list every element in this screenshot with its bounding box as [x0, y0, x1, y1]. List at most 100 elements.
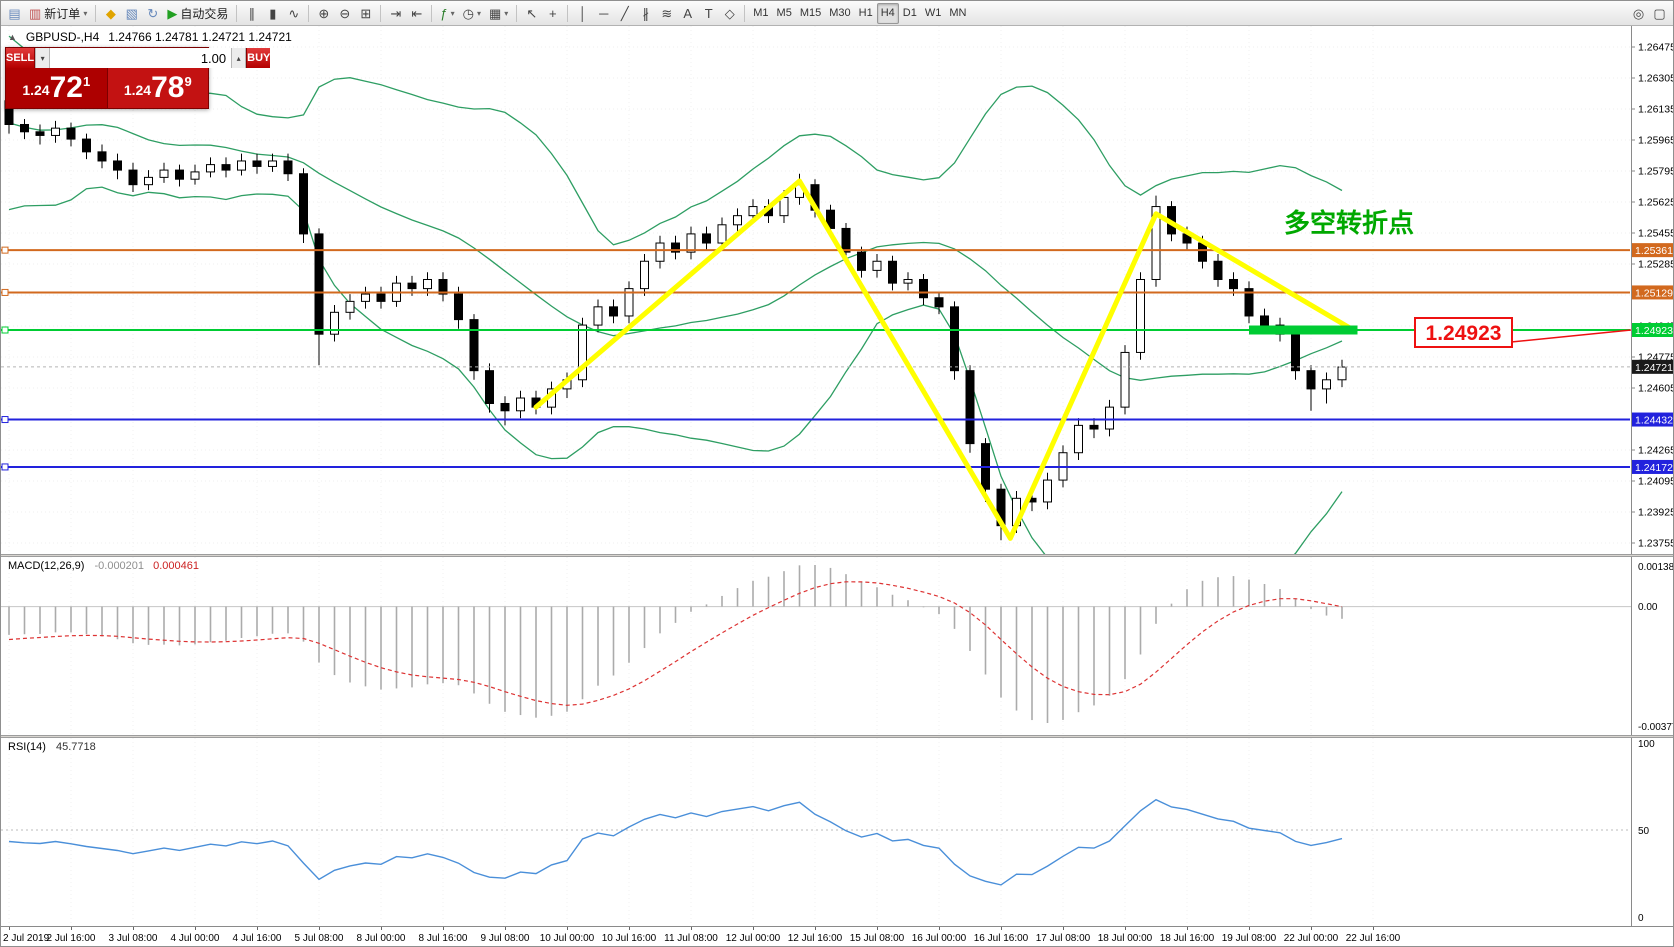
yellow-zigzag-trendline[interactable]: [533, 178, 1357, 541]
panel-separator[interactable]: [1, 735, 1673, 738]
svg-text:1.23925: 1.23925: [1638, 507, 1674, 519]
tile-windows-button[interactable]: ⊞: [355, 3, 376, 24]
time-axis-label: 3 Jul 08:00: [108, 933, 158, 944]
templates-button[interactable]: ▦ ▾: [485, 3, 512, 24]
macd-scale[interactable]: 0.001381 0.00 -0.003771: [1631, 557, 1674, 735]
rsi-scale[interactable]: 100 50 0: [1631, 738, 1674, 926]
sell-button[interactable]: SELL: [6, 48, 35, 68]
fibonacci-button[interactable]: ≋: [656, 3, 677, 24]
zoom-in-button[interactable]: ⊕: [313, 3, 334, 24]
templates-icon: ▦: [488, 5, 502, 21]
panel-separator[interactable]: [1, 554, 1673, 557]
tf-w1-button[interactable]: W1: [921, 3, 946, 24]
tf-m30-button[interactable]: M30: [825, 3, 854, 24]
horizontal-level-lines[interactable]: [1, 246, 1630, 471]
line-chart-type-button[interactable]: ∿: [283, 3, 304, 24]
svg-text:1.25965: 1.25965: [1638, 135, 1674, 147]
time-tick: [1125, 927, 1126, 930]
toolbar-separator: [567, 4, 569, 22]
bar-chart-type-button[interactable]: ∥: [241, 3, 262, 24]
toolbar-separator: [744, 4, 746, 22]
chevron-down-icon: ▾: [504, 8, 509, 18]
trendline-button[interactable]: ╱: [614, 3, 635, 24]
volume-input[interactable]: [50, 48, 232, 68]
new-order-button-label: 新订单: [44, 6, 81, 21]
charts-grid-icon: ▧: [125, 5, 138, 21]
search-button[interactable]: ◎: [1628, 3, 1649, 24]
main-chart[interactable]: 多空转折点 1.24923 1.26475 1.26305 1.26135 1.25965…: [1, 26, 1674, 554]
fullscreen-button[interactable]: ▢: [1649, 3, 1670, 24]
volume-decrease-button[interactable]: ▾: [35, 48, 51, 68]
chart-shift-button[interactable]: ⇤: [406, 3, 427, 24]
tf-mn-button[interactable]: MN: [945, 3, 970, 24]
text-button[interactable]: A: [677, 3, 698, 24]
auto-scroll-button[interactable]: ⇥: [385, 3, 406, 24]
autotrading-button-label: 自动交易: [180, 6, 229, 21]
new-order-button[interactable]: ▥ 新订单 ▾: [25, 3, 91, 24]
time-axis-label: 8 Jul 00:00: [356, 933, 406, 944]
new-chart-button[interactable]: ▤: [4, 3, 25, 24]
time-axis-label: 10 Jul 00:00: [539, 933, 595, 944]
chevron-down-icon: ▾: [83, 8, 88, 18]
profile-button[interactable]: ◆: [100, 3, 121, 24]
macd-main-value: -0.000201: [94, 560, 145, 572]
time-axis[interactable]: 2 Jul 2019 2 Jul 16:00 3 Jul 08:00 4 Jul 00…: [1, 926, 1673, 946]
time-tick: [1001, 927, 1002, 930]
tf-h4-button[interactable]: H4: [876, 2, 899, 24]
buy-price-button[interactable]: 1.24 78 9: [106, 68, 208, 108]
price-marker-1.24432: 1.24432: [1632, 412, 1673, 427]
buy-button[interactable]: BUY: [247, 48, 271, 68]
toolbar-separator: [431, 4, 433, 22]
time-tick: [753, 927, 754, 930]
tf-d1-button[interactable]: D1: [899, 3, 921, 24]
toolbar-separator: [380, 4, 382, 22]
text-label-button[interactable]: T: [698, 3, 719, 24]
macd-signal-value: 0.000461: [153, 560, 199, 572]
one-click-collapse-icon[interactable]: ▲: [8, 32, 17, 42]
chevron-down-icon: ▾: [476, 8, 481, 18]
arrows-button[interactable]: ◇: [719, 3, 740, 24]
charts-grid-button[interactable]: ▧: [121, 3, 142, 24]
crosshair-button[interactable]: +: [542, 3, 563, 24]
svg-text:1.25361: 1.25361: [1635, 245, 1673, 257]
turning-point-annotation[interactable]: 多空转折点: [1284, 208, 1414, 238]
bollinger-bands: [8, 35, 1343, 554]
svg-text:1.25285: 1.25285: [1638, 259, 1674, 271]
tf-m15-button-label: M15: [799, 7, 822, 19]
indicators-button[interactable]: ƒ ▾: [436, 3, 458, 24]
candle-chart-type-button[interactable]: ▮: [262, 3, 283, 24]
horizontal-line-button[interactable]: ─: [593, 3, 614, 24]
price-marker-1.24172: 1.24172: [1632, 459, 1673, 474]
time-axis-label: 16 Jul 16:00: [973, 933, 1029, 944]
buy-price-sup: 9: [184, 74, 192, 89]
symbol-info: ▲ GBPUSD-,H4 1.24766 1.24781 1.24721 1.2…: [8, 30, 292, 44]
svg-text:1.23755: 1.23755: [1638, 538, 1674, 550]
vertical-line-button[interactable]: │: [572, 3, 593, 24]
periods-button[interactable]: ◷ ▾: [459, 3, 485, 24]
svg-text:0.001381: 0.001381: [1638, 562, 1674, 573]
svg-text:1.24605: 1.24605: [1638, 383, 1674, 395]
price-scale[interactable]: 1.26475 1.26305 1.26135 1.25965 1.25795 1.256…: [1631, 26, 1674, 554]
tf-m5-button[interactable]: M5: [773, 3, 796, 24]
tf-h1-button[interactable]: H1: [855, 3, 877, 24]
time-axis-label: 16 Jul 00:00: [911, 933, 967, 944]
tf-d1-button-label: D1: [902, 7, 917, 19]
svg-text:1.24432: 1.24432: [1635, 415, 1673, 427]
cursor-button[interactable]: ↖: [521, 3, 542, 24]
search-icon: ◎: [1632, 5, 1645, 21]
autotrading-button[interactable]: ▶ 自动交易: [163, 3, 232, 24]
volume-increase-button[interactable]: ▴: [231, 48, 247, 68]
tf-m15-button[interactable]: M15: [796, 3, 825, 24]
price-marker-1.25361: 1.25361: [1632, 243, 1673, 258]
tf-m1-button[interactable]: M1: [749, 3, 772, 24]
symbol-title: GBPUSD-,H4: [25, 30, 100, 44]
refresh-button[interactable]: ↻: [142, 3, 163, 24]
time-tick: [505, 927, 506, 930]
vertical-gridlines: [8, 738, 1374, 926]
sell-price-button[interactable]: 1.24 72 1: [6, 68, 107, 108]
equidistant-channel-button[interactable]: ∦: [635, 3, 656, 24]
price-callout[interactable]: 1.24923: [1414, 317, 1632, 348]
time-axis-label: 12 Jul 16:00: [787, 933, 843, 944]
time-axis-label: 15 Jul 08:00: [849, 933, 905, 944]
zoom-out-button[interactable]: ⊖: [334, 3, 355, 24]
